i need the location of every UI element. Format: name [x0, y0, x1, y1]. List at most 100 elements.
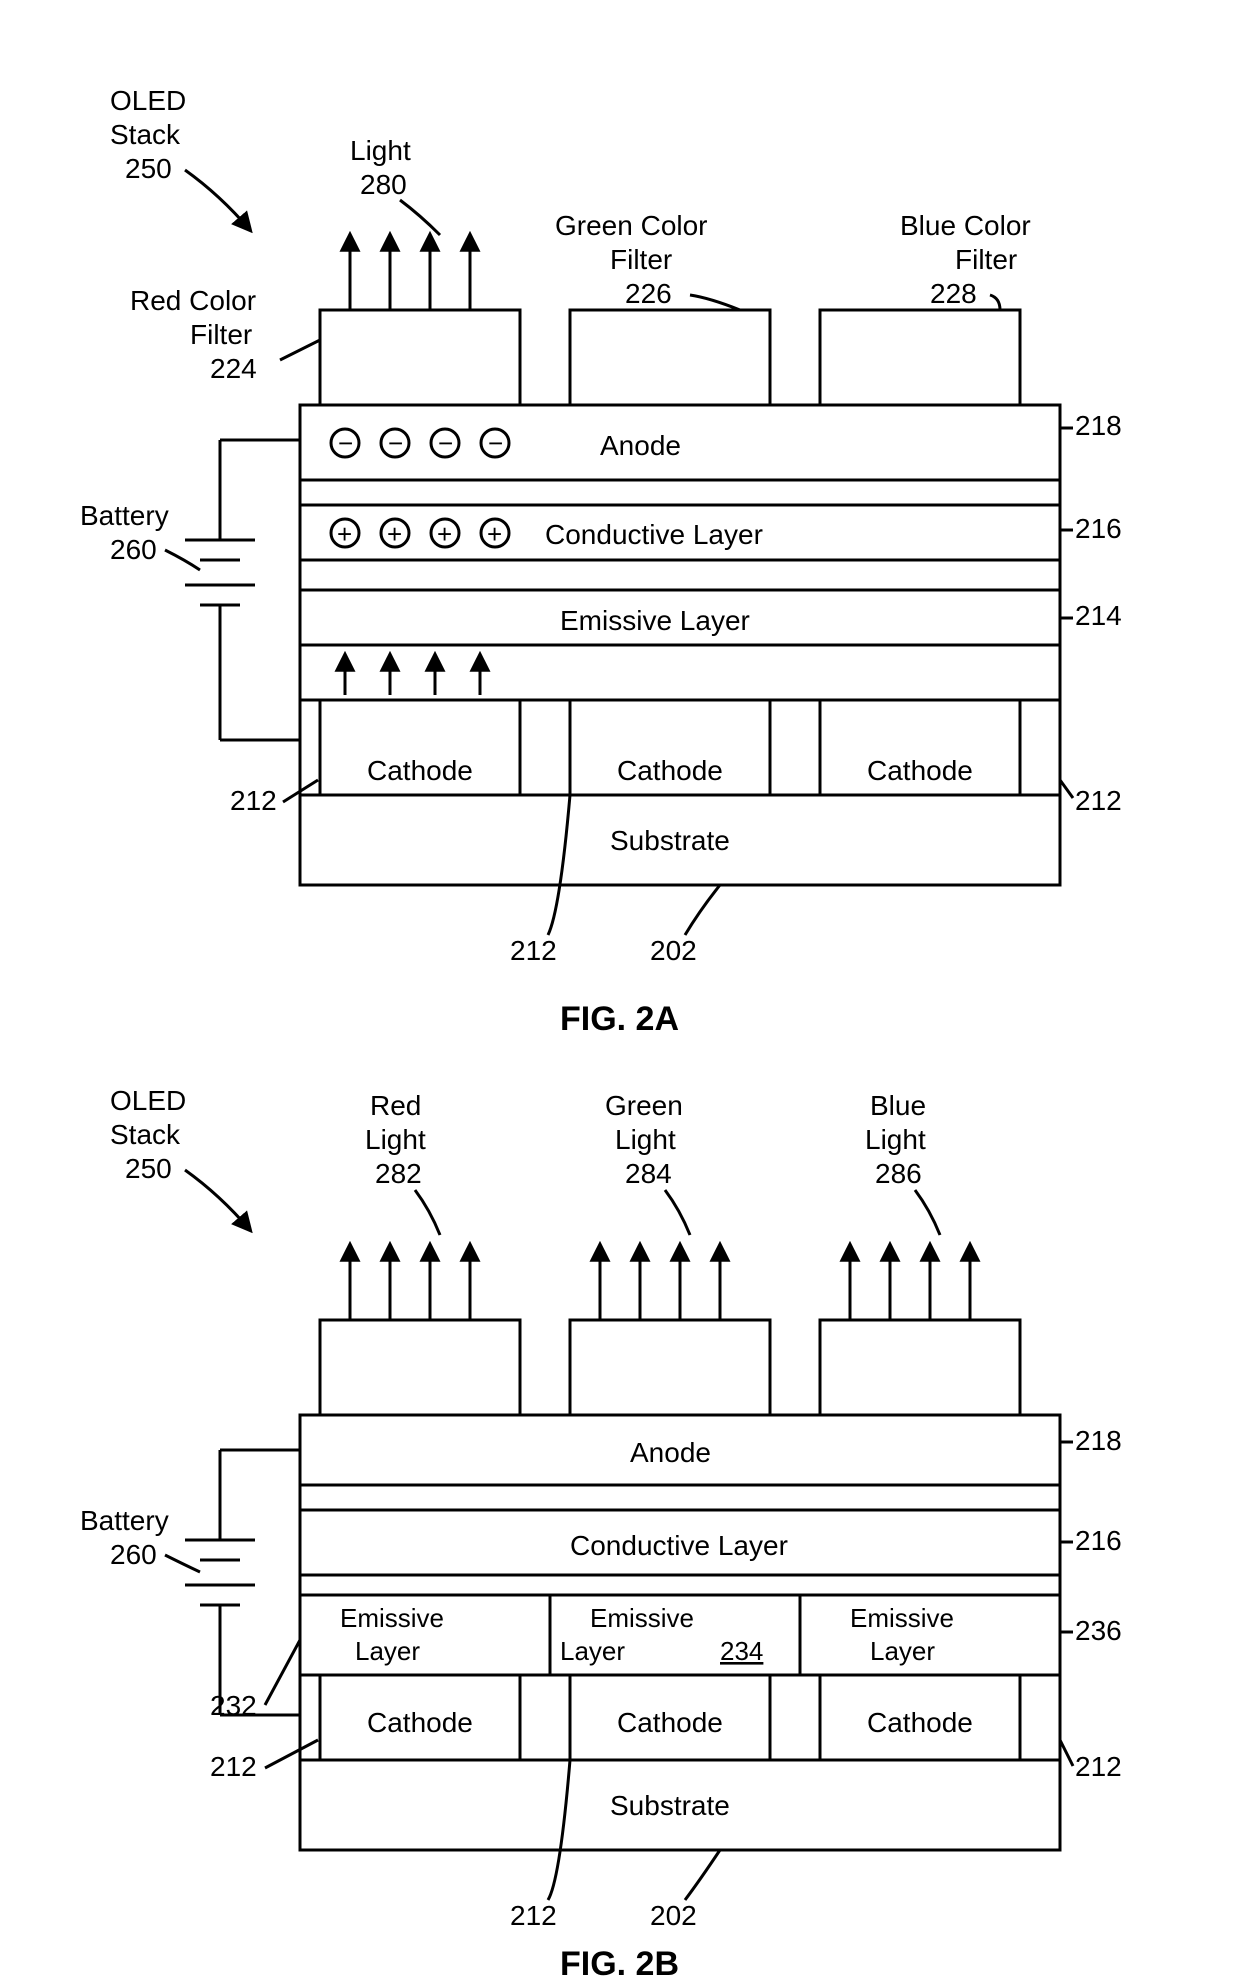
emissive-label: Emissive Layer [560, 605, 750, 636]
svg-text:Light: Light [865, 1124, 926, 1155]
gap2b [300, 1575, 1060, 1595]
svg-text:−: − [438, 428, 453, 458]
svg-text:Light: Light [365, 1124, 426, 1155]
green-filter-leader [690, 295, 740, 310]
svg-text:Cathode: Cathode [617, 755, 723, 786]
top-box-2 [570, 1320, 770, 1415]
svg-text:+: + [437, 519, 452, 549]
fig-2b-caption: FIG. 2B [560, 1945, 679, 1976]
red-filter-box [320, 310, 520, 405]
svg-text:Layer: Layer [355, 1636, 420, 1666]
svg-text:+: + [487, 519, 502, 549]
light-labels: Red Light 282 Green Light 284 Blue Light… [365, 1090, 940, 1235]
conductive-label: Conductive Layer [545, 519, 763, 550]
svg-text:Substrate: Substrate [610, 1790, 730, 1821]
svg-text:212: 212 [510, 1900, 557, 1931]
figure-2a: OLED Stack 250 Light 280 Red Colo [80, 85, 1122, 1038]
svg-text:284: 284 [625, 1158, 672, 1189]
blue-filter-l1: Blue Color [900, 210, 1031, 241]
emissive-num: 214 [1075, 600, 1122, 631]
cathode-top-strip [300, 645, 1060, 700]
svg-text:Battery: Battery [80, 1505, 169, 1536]
fig-2a-caption: FIG. 2A [560, 1000, 679, 1038]
gap1 [300, 480, 1060, 505]
svg-text:Cathode: Cathode [367, 1707, 473, 1738]
emissive-row: Emissive Layer Emissive Layer 234 Emissi… [300, 1595, 1060, 1675]
svg-text:282: 282 [375, 1158, 422, 1189]
stack-label-num: 250 [125, 153, 172, 184]
stack-label-l1: OLED [110, 1085, 186, 1116]
svg-text:Green: Green [605, 1090, 683, 1121]
cathode-num-right: 212 [1075, 785, 1122, 816]
top-box-1 [320, 1320, 520, 1415]
blue-filter-l2: Filter [955, 244, 1017, 275]
svg-text:Light: Light [615, 1124, 676, 1155]
stack-leader [185, 170, 250, 230]
filter-row: Light 280 Red Color Filter 224 Green Col… [130, 135, 1031, 405]
battery-symbol [185, 440, 300, 740]
battery-label: Battery [80, 500, 169, 531]
svg-text:Emissive: Emissive [850, 1603, 954, 1633]
svg-text:+: + [387, 519, 402, 549]
svg-text:Conductive Layer: Conductive Layer [570, 1530, 788, 1561]
red-filter-num: 224 [210, 353, 257, 384]
substrate-num: 202 [650, 935, 697, 966]
battery-symbol-b [185, 1450, 300, 1715]
diagram-canvas: OLED Stack 250 Light 280 Red Colo [0, 0, 1240, 1976]
cathode-num-left: 212 [230, 785, 277, 816]
svg-text:Red: Red [370, 1090, 421, 1121]
battery-num: 260 [110, 534, 157, 565]
anode-label: Anode [600, 430, 681, 461]
stack-leader [185, 1170, 250, 1230]
green-filter-l2: Filter [610, 244, 672, 275]
conductive-num: 216 [1075, 513, 1122, 544]
svg-text:Layer: Layer [560, 1636, 625, 1666]
svg-text:−: − [388, 428, 403, 458]
svg-text:Layer: Layer [870, 1636, 935, 1666]
svg-text:Emissive: Emissive [590, 1603, 694, 1633]
red-filter-leader [280, 340, 320, 360]
red-filter-l2: Filter [190, 319, 252, 350]
stack-label-l2: Stack [110, 119, 181, 150]
cathode-row-b: Cathode Cathode Cathode [300, 1675, 1060, 1760]
svg-text:−: − [488, 428, 503, 458]
svg-text:218: 218 [1075, 1425, 1122, 1456]
gap2 [300, 560, 1060, 590]
svg-text:234: 234 [720, 1636, 763, 1666]
svg-text:Cathode: Cathode [867, 1707, 973, 1738]
light-leader [400, 200, 440, 235]
light-arrows-b [350, 1245, 970, 1320]
svg-text:286: 286 [875, 1158, 922, 1189]
figure-2b: OLED Stack 250 Red Light 282 Green Light… [80, 1085, 1122, 1976]
battery-leader [165, 550, 200, 570]
light-label: Light [350, 135, 411, 166]
substrate-label: Substrate [610, 825, 730, 856]
svg-text:Cathode: Cathode [617, 1707, 723, 1738]
stack-label-l1: OLED [110, 85, 186, 116]
red-filter-l1: Red Color [130, 285, 256, 316]
light-num: 280 [360, 169, 407, 200]
svg-text:Anode: Anode [630, 1437, 711, 1468]
green-filter-l1: Green Color [555, 210, 708, 241]
svg-text:212: 212 [1075, 1751, 1122, 1782]
svg-text:−: − [338, 428, 353, 458]
blue-filter-leader [990, 295, 1000, 310]
cathode-row: − − − − Cathode Cathode Cathode [300, 700, 1060, 795]
anode-num: 218 [1075, 410, 1122, 441]
blue-filter-num: 228 [930, 278, 977, 309]
svg-text:Emissive: Emissive [340, 1603, 444, 1633]
top-box-3 [820, 1320, 1020, 1415]
svg-text:212: 212 [210, 1751, 257, 1782]
svg-text:236: 236 [1075, 1615, 1122, 1646]
blue-filter-box [820, 310, 1020, 405]
svg-text:216: 216 [1075, 1525, 1122, 1556]
svg-text:Cathode: Cathode [367, 755, 473, 786]
green-filter-box [570, 310, 770, 405]
cathode-num-bottom: 212 [510, 935, 557, 966]
light-arrows [350, 235, 470, 310]
svg-text:260: 260 [110, 1539, 157, 1570]
svg-text:202: 202 [650, 1900, 697, 1931]
gap1b [300, 1485, 1060, 1510]
svg-text:Blue: Blue [870, 1090, 926, 1121]
svg-text:+: + [337, 519, 352, 549]
